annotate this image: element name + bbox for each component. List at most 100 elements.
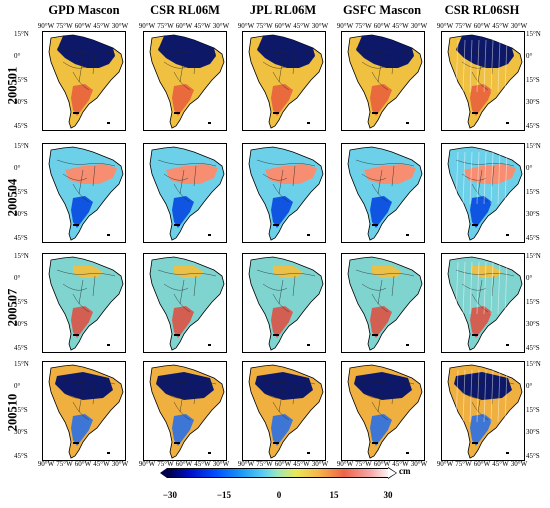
lon-tick-label: 90°W	[237, 460, 255, 468]
island-mark	[107, 452, 110, 454]
river-line	[179, 387, 185, 413]
stripe-artifact	[483, 39, 487, 93]
lon-tick-label: 90°W	[37, 22, 55, 30]
river-line	[371, 401, 389, 421]
secondary-region	[271, 414, 293, 446]
lon-tick-label: 30°W	[111, 460, 129, 468]
river-line	[272, 183, 290, 203]
lat-tick-label: 30°S	[526, 98, 540, 106]
stripe-artifact	[497, 369, 501, 423]
map-svg	[48, 364, 124, 459]
lat-tick-label: 30°S	[526, 210, 540, 218]
secondary-region	[470, 306, 492, 338]
lon-tick-label: 60°W	[175, 460, 193, 468]
river-line	[361, 391, 387, 399]
river-line	[262, 283, 288, 291]
anomaly-region	[57, 35, 115, 68]
secondary-region	[470, 196, 492, 228]
secondary-region	[370, 414, 392, 446]
river-line	[92, 53, 96, 75]
lake-mark	[174, 112, 180, 114]
lat-tick-label: 15°N	[526, 252, 541, 260]
secondary-region	[271, 196, 293, 228]
lat-tick-label: 45°S	[526, 452, 540, 460]
secondary-region	[470, 84, 492, 116]
river-line	[377, 57, 383, 83]
map-panel	[42, 253, 126, 353]
anomaly-region	[257, 35, 315, 68]
island-mark	[307, 452, 310, 454]
stripe-artifact	[483, 151, 487, 205]
river-line	[78, 169, 84, 195]
island-mark	[307, 122, 310, 124]
stripe-artifact	[469, 261, 473, 315]
row-label: 200504	[5, 178, 20, 217]
lon-tick-label: 30°W	[410, 22, 428, 30]
lon-tick-label: 75°W	[355, 460, 372, 468]
river-line	[62, 283, 88, 291]
map-svg	[347, 364, 423, 459]
secondary-region	[71, 196, 93, 228]
stripe-artifact	[469, 39, 473, 93]
secondary-region	[71, 84, 93, 116]
lon-tick-label: 75°W	[455, 22, 472, 30]
lon-tick-label: 75°W	[157, 460, 174, 468]
lon-tick-label: 75°W	[455, 460, 472, 468]
river-line	[78, 387, 84, 413]
lon-tick-label: 90°W	[138, 22, 156, 30]
lon-tick-label: 45°W	[492, 460, 509, 468]
lon-tick-label: 45°W	[194, 22, 211, 30]
river-line	[179, 279, 185, 305]
lake-mark	[472, 112, 478, 114]
lat-tick-label: 30°S	[526, 428, 540, 436]
stripe-artifact	[476, 39, 480, 93]
river-line	[62, 173, 88, 181]
stripe-artifact	[455, 261, 459, 315]
stripe-artifact	[462, 39, 466, 93]
river-line	[173, 293, 191, 313]
map-panel	[441, 253, 525, 353]
map-panel	[341, 31, 425, 131]
lake-mark	[273, 334, 279, 336]
stripe-artifact	[483, 261, 487, 315]
stripe-artifact	[504, 369, 508, 423]
island-mark	[506, 344, 509, 346]
lake-mark	[273, 112, 279, 114]
river-line	[391, 165, 395, 187]
anomaly-region	[65, 164, 117, 184]
lon-tick-label: 30°W	[410, 460, 428, 468]
anomaly-region	[55, 372, 113, 400]
column-header: CSR RL06M	[150, 3, 220, 17]
stripe-artifact	[497, 261, 501, 315]
river-line	[163, 61, 189, 69]
anomaly-region	[158, 35, 216, 68]
continent-shape	[48, 256, 124, 351]
river-line	[56, 47, 116, 55]
row-label: 200507	[5, 288, 20, 327]
river-line	[355, 377, 415, 385]
river-line	[78, 57, 84, 83]
secondary-region	[271, 84, 293, 116]
stripe-artifact	[455, 39, 459, 93]
island-mark	[208, 452, 211, 454]
lon-tick-label: 90°W	[336, 22, 354, 30]
secondary-region	[370, 196, 392, 228]
lat-tick-label: 30°S	[14, 320, 28, 328]
colorbar-tick: 0	[276, 490, 282, 500]
lon-tick-label: 75°W	[256, 22, 273, 30]
island-mark	[208, 234, 211, 236]
river-line	[256, 269, 316, 277]
lake-mark	[472, 442, 478, 444]
lat-tick-label: 45°S	[14, 122, 28, 130]
map-svg	[248, 256, 324, 351]
map-svg	[447, 364, 523, 459]
stripe-artifact	[490, 261, 494, 315]
stripe-artifact	[490, 39, 494, 93]
lat-tick-label: 15°N	[14, 30, 29, 38]
lon-tick-label: 75°W	[256, 460, 273, 468]
continent-shape	[149, 256, 225, 351]
map-svg	[48, 146, 124, 241]
river-line	[272, 71, 290, 91]
lat-tick-label: 45°S	[14, 234, 28, 242]
river-line	[391, 383, 395, 405]
